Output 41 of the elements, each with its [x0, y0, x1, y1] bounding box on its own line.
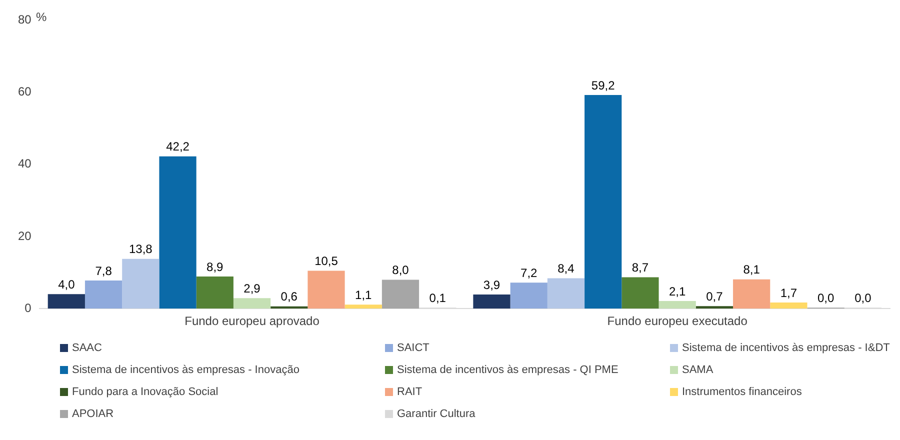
data-label: 3,9	[483, 278, 500, 292]
y-tick-label: 0	[24, 300, 32, 315]
data-label: 1,7	[780, 286, 798, 300]
data-label: 0,0	[854, 290, 872, 305]
y-tick-label: 80	[18, 12, 32, 26]
data-label: 1,1	[355, 288, 372, 302]
data-label: 7,2	[520, 266, 538, 280]
data-label: 59,2	[591, 78, 616, 92]
data-label: 8,7	[632, 260, 649, 275]
data-label: 4,0	[58, 277, 76, 292]
data-label: 8,4	[558, 262, 575, 276]
data-label: 0,6	[280, 290, 298, 304]
data-label: 10,5	[314, 254, 338, 268]
legend-label: SAAC	[71, 342, 103, 354]
legend-label: Sistema de incentivos às empresas - Inovação	[71, 364, 300, 376]
data-label: 7,8	[95, 264, 112, 278]
data-label: 0,7	[706, 289, 724, 304]
data-label: 2,1	[668, 284, 686, 298]
data-label: 0,1	[429, 290, 446, 305]
legend-label: Sistema de incentivos às empresas - I&DT	[681, 342, 891, 354]
data-label: 8,1	[743, 262, 760, 277]
data-label: 8,9	[206, 260, 224, 274]
legend-label: Instrumentos financeiros	[681, 386, 803, 398]
y-tick-label: 60	[18, 84, 32, 98]
legend-label: SAMA	[681, 364, 714, 376]
data-label: 13,8	[128, 242, 153, 256]
data-label: 0,0	[817, 290, 834, 305]
data-label: 2,9	[244, 281, 261, 296]
legend-label: Sistema de incentivos às empresas - QI PME	[396, 364, 620, 376]
legend-label: APOIAR	[71, 408, 115, 420]
legend-label: Fundo para a Inovação Social	[71, 386, 220, 398]
y-tick-label: 40	[18, 156, 32, 171]
y-axis-title: %	[36, 10, 47, 24]
data-label: 42,2	[166, 140, 190, 154]
data-label: 8,0	[392, 263, 410, 278]
legend-label: SAICT	[396, 342, 430, 354]
legend-label: Garantir Cultura	[396, 408, 476, 420]
legend-label: RAIT	[396, 386, 424, 398]
x-tick-label: Fundo europeu aprovado	[184, 314, 320, 328]
y-tick-label: 20	[18, 228, 32, 243]
x-tick-label: Fundo europeu executado	[607, 314, 748, 328]
